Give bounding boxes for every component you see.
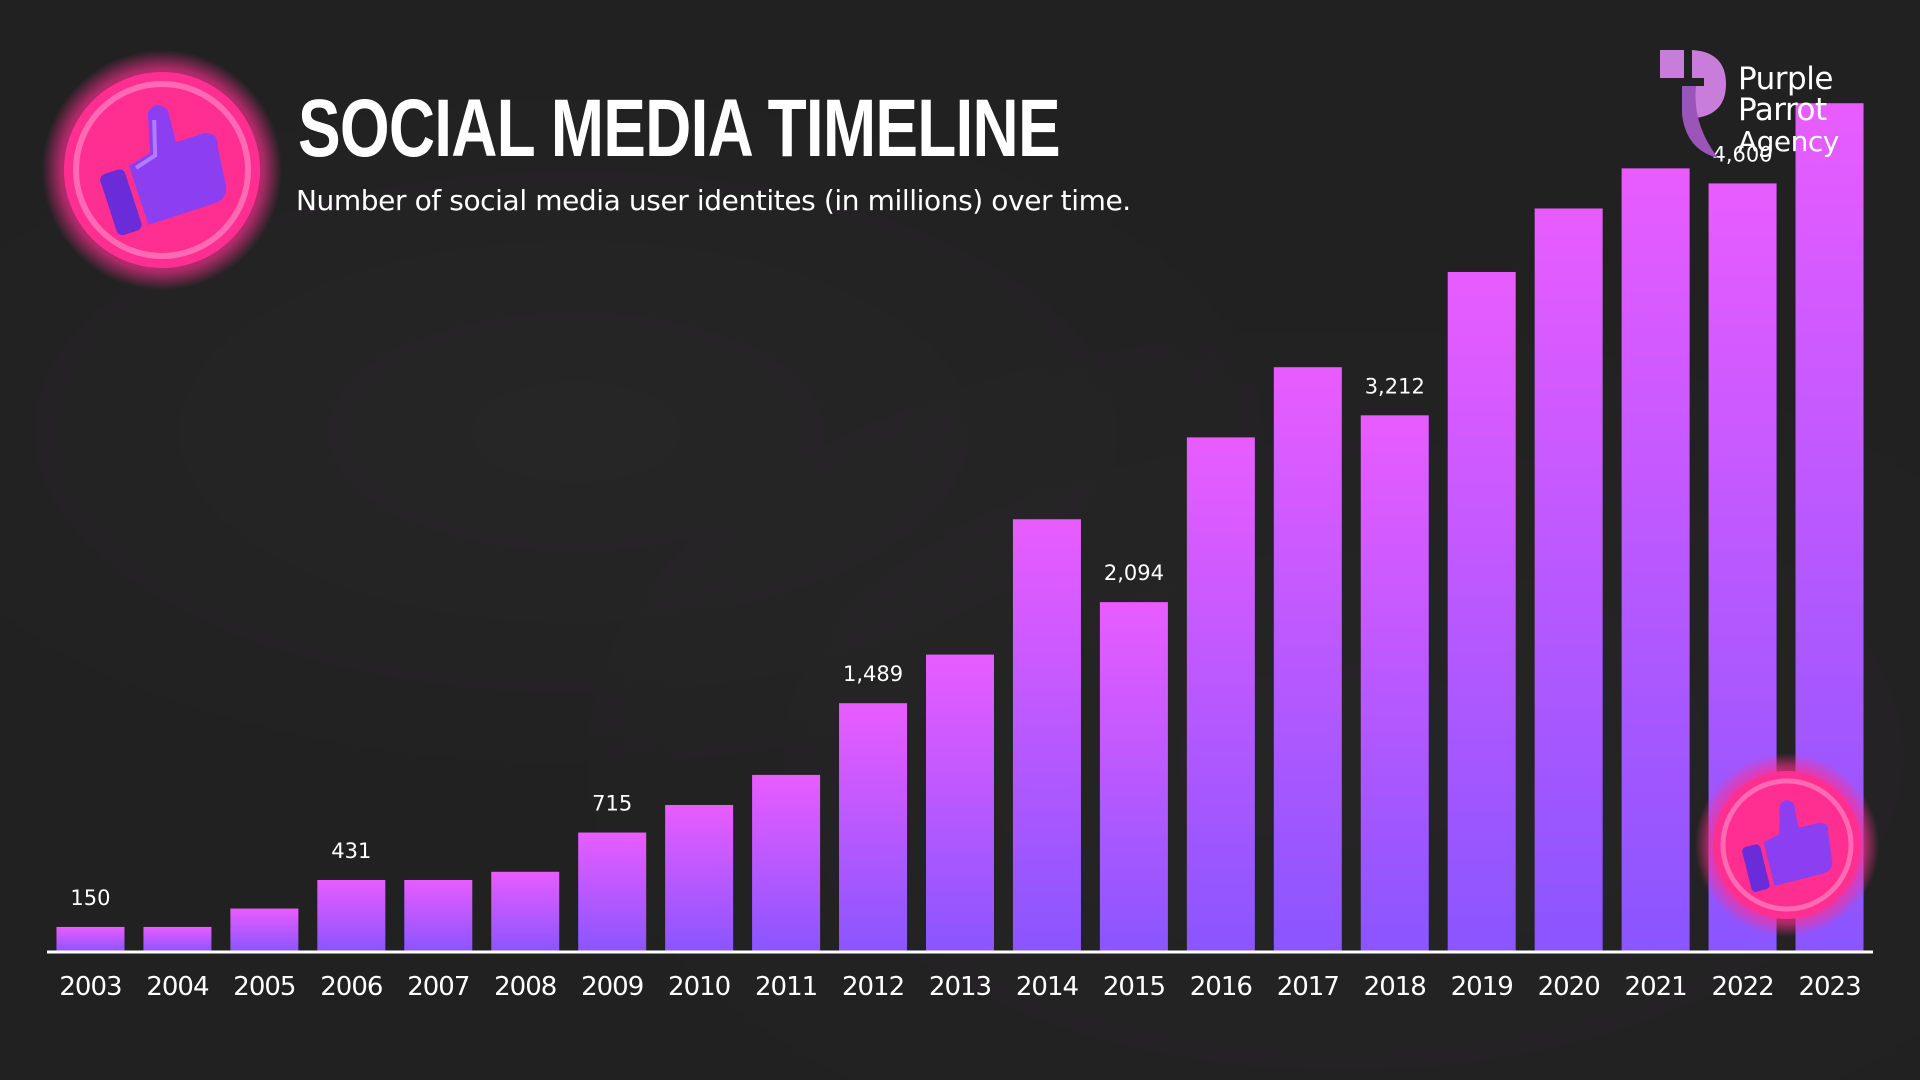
brand-line-1: Purple (1738, 61, 1833, 97)
bar-2008 (491, 871, 560, 952)
data-label-2015: 2,094 (1104, 561, 1164, 585)
x-tick-label-2009: 2009 (581, 972, 643, 1002)
bar-2011 (752, 774, 821, 952)
brand-line-3: Agency (1738, 125, 1839, 158)
x-tick-label-2022: 2022 (1711, 972, 1773, 1002)
bar-2017 (1273, 367, 1342, 952)
x-tick-label-2018: 2018 (1364, 972, 1426, 1002)
bar-2010 (665, 804, 734, 952)
data-label-2006: 431 (331, 839, 371, 863)
x-tick-label-2012: 2012 (842, 972, 904, 1002)
x-tick-label-2013: 2013 (929, 972, 991, 1002)
bars-group (56, 103, 1864, 953)
x-tick-label-2021: 2021 (1625, 972, 1687, 1002)
bar-2012 (839, 703, 908, 952)
bar-2007 (404, 879, 473, 952)
page-title: SOCIAL MEDIA TIMELINE (298, 83, 1061, 174)
x-tick-label-2017: 2017 (1277, 972, 1339, 1002)
brand-name: Purple Parrot Agency (1738, 61, 1839, 158)
x-tick-label-2006: 2006 (320, 972, 382, 1002)
bar-2018 (1360, 415, 1429, 952)
x-tick-label-2014: 2014 (1016, 972, 1079, 1002)
data-label-2022: 4,600 (1713, 142, 1773, 166)
bar-2020 (1534, 208, 1603, 952)
data-label-2018: 3,212 (1365, 374, 1425, 398)
data-labels-group: 150 431 715 1,489 2,094 3,212 4,600 (70, 142, 1772, 910)
x-tick-labels-group: 2003 2004 2005 2006 2007 2008 2009 2010 2011 2012… (59, 972, 1861, 1002)
x-tick-label-2011: 2011 (755, 972, 817, 1002)
thumbs-up-icon (100, 105, 227, 236)
bar-2019 (1447, 271, 1516, 952)
x-tick-label-2016: 2016 (1190, 972, 1252, 1002)
data-label-2012: 1,489 (843, 662, 903, 686)
x-tick-label-2023: 2023 (1798, 972, 1860, 1002)
x-tick-label-2003: 2003 (59, 972, 121, 1002)
x-tick-label-2010: 2010 (668, 972, 730, 1002)
brand-line-2: Parrot (1738, 92, 1827, 128)
data-label-2003: 150 (70, 886, 110, 910)
bar-2021 (1621, 168, 1690, 953)
bar-2015 (1099, 602, 1168, 952)
bar-2005 (230, 908, 299, 952)
bar-2016 (1186, 437, 1255, 953)
x-tick-label-2005: 2005 (233, 972, 295, 1002)
x-tick-label-2019: 2019 (1451, 972, 1513, 1002)
bar-2004 (143, 926, 212, 952)
parrot-logo-icon (1660, 50, 1726, 158)
bar-2006 (317, 879, 386, 952)
x-tick-label-2015: 2015 (1103, 972, 1165, 1002)
x-tick-label-2008: 2008 (494, 972, 556, 1002)
bar-2009 (578, 832, 647, 952)
bar-2003 (56, 926, 125, 952)
data-label-2009: 715 (592, 792, 632, 816)
thumbs-up-icon (1742, 800, 1833, 892)
x-tick-label-2004: 2004 (146, 972, 209, 1002)
thumbs-up-badge-bottom (1695, 753, 1879, 937)
chart-subtitle: Number of social media user identites (i… (296, 184, 1131, 217)
bar-2013 (926, 654, 994, 952)
brand-logo[interactable]: Purple Parrot Agency (1652, 44, 1862, 164)
x-tick-label-2020: 2020 (1538, 972, 1600, 1002)
x-tick-label-2007: 2007 (407, 972, 469, 1002)
thumbs-up-badge-top (42, 50, 282, 290)
bar-2014 (1012, 519, 1081, 952)
